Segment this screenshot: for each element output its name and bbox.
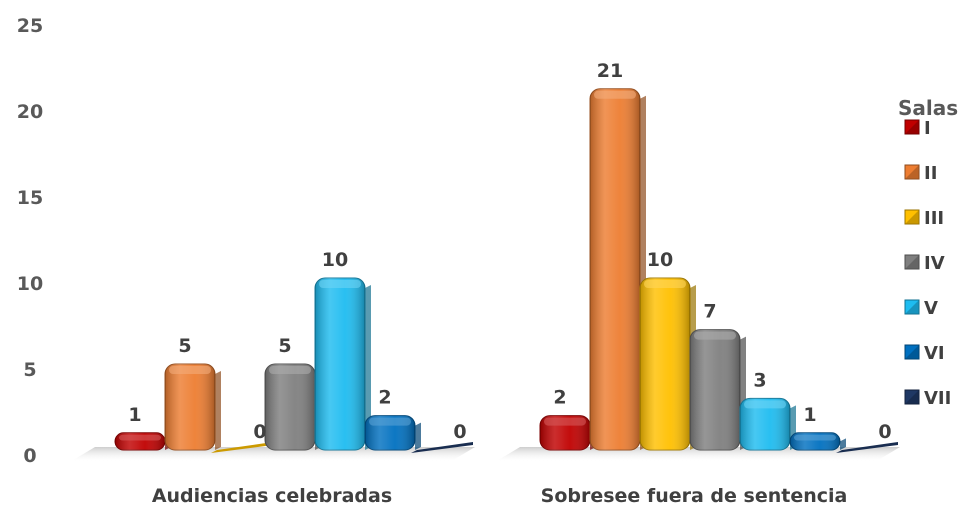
- bar-IV-1: [265, 364, 321, 450]
- data-label-I-2: 2: [553, 387, 566, 409]
- bar-V-1: [315, 278, 371, 450]
- y-axis: 0 5 10 15 20 25: [17, 15, 43, 467]
- bar-I-1: [115, 433, 171, 450]
- data-label-VI-1: 2: [378, 387, 391, 409]
- legend-label-V: V: [924, 298, 938, 319]
- legend-label-III: III: [924, 208, 944, 229]
- data-label-II-2: 21: [597, 60, 623, 82]
- bar-IV-2: [690, 330, 746, 450]
- bar-III-2: [640, 278, 696, 450]
- legend-label-VII: VII: [924, 388, 951, 409]
- legend-title: Salas: [898, 96, 958, 120]
- legend-item-VII: VII: [905, 388, 951, 409]
- data-label-VII-2: 0: [878, 421, 891, 443]
- bar-I-2: [540, 416, 596, 450]
- data-label-VII-1: 0: [453, 421, 466, 443]
- category-labels: Audiencias celebradas Sobresee fuera de …: [152, 485, 848, 507]
- legend-item-VI: VI: [905, 343, 945, 364]
- legend-label-II: II: [924, 163, 937, 184]
- data-label-V-2: 3: [753, 369, 766, 391]
- legend-item-III: III: [905, 208, 944, 229]
- bar-II-2: [590, 89, 646, 450]
- y-tick-label-20: 20: [17, 101, 43, 123]
- legend-item-I: I: [905, 118, 931, 139]
- y-tick-label-10: 10: [17, 273, 43, 295]
- legend-item-IV: IV: [905, 253, 945, 274]
- legend-label-VI: VI: [924, 343, 945, 364]
- y-tick-label-15: 15: [17, 187, 43, 209]
- bar-V-2: [740, 398, 796, 450]
- legend-label-IV: IV: [924, 253, 945, 274]
- legend-item-V: V: [905, 298, 938, 319]
- data-label-V-1: 10: [322, 249, 348, 271]
- y-tick-label-25: 25: [17, 15, 43, 37]
- legend-item-II: II: [905, 163, 937, 184]
- data-label-III-1: 0: [253, 421, 266, 443]
- data-label-II-1: 5: [178, 335, 191, 357]
- legend-label-I: I: [924, 118, 931, 139]
- data-label-III-2: 10: [647, 249, 673, 271]
- bar-II-1: [165, 364, 221, 450]
- bar-VI-1: [365, 416, 421, 450]
- category-label-1: Audiencias celebradas: [152, 485, 392, 507]
- data-label-IV-1: 5: [278, 335, 291, 357]
- bars: [115, 89, 898, 453]
- bar-VI-2: [790, 433, 846, 450]
- y-tick-label-5: 5: [23, 359, 36, 381]
- data-label-VI-2: 1: [803, 404, 816, 426]
- category-label-2: Sobresee fuera de sentencia: [541, 485, 848, 507]
- data-label-I-1: 1: [128, 404, 141, 426]
- data-label-IV-2: 7: [703, 301, 716, 323]
- y-tick-label-0: 0: [23, 445, 36, 467]
